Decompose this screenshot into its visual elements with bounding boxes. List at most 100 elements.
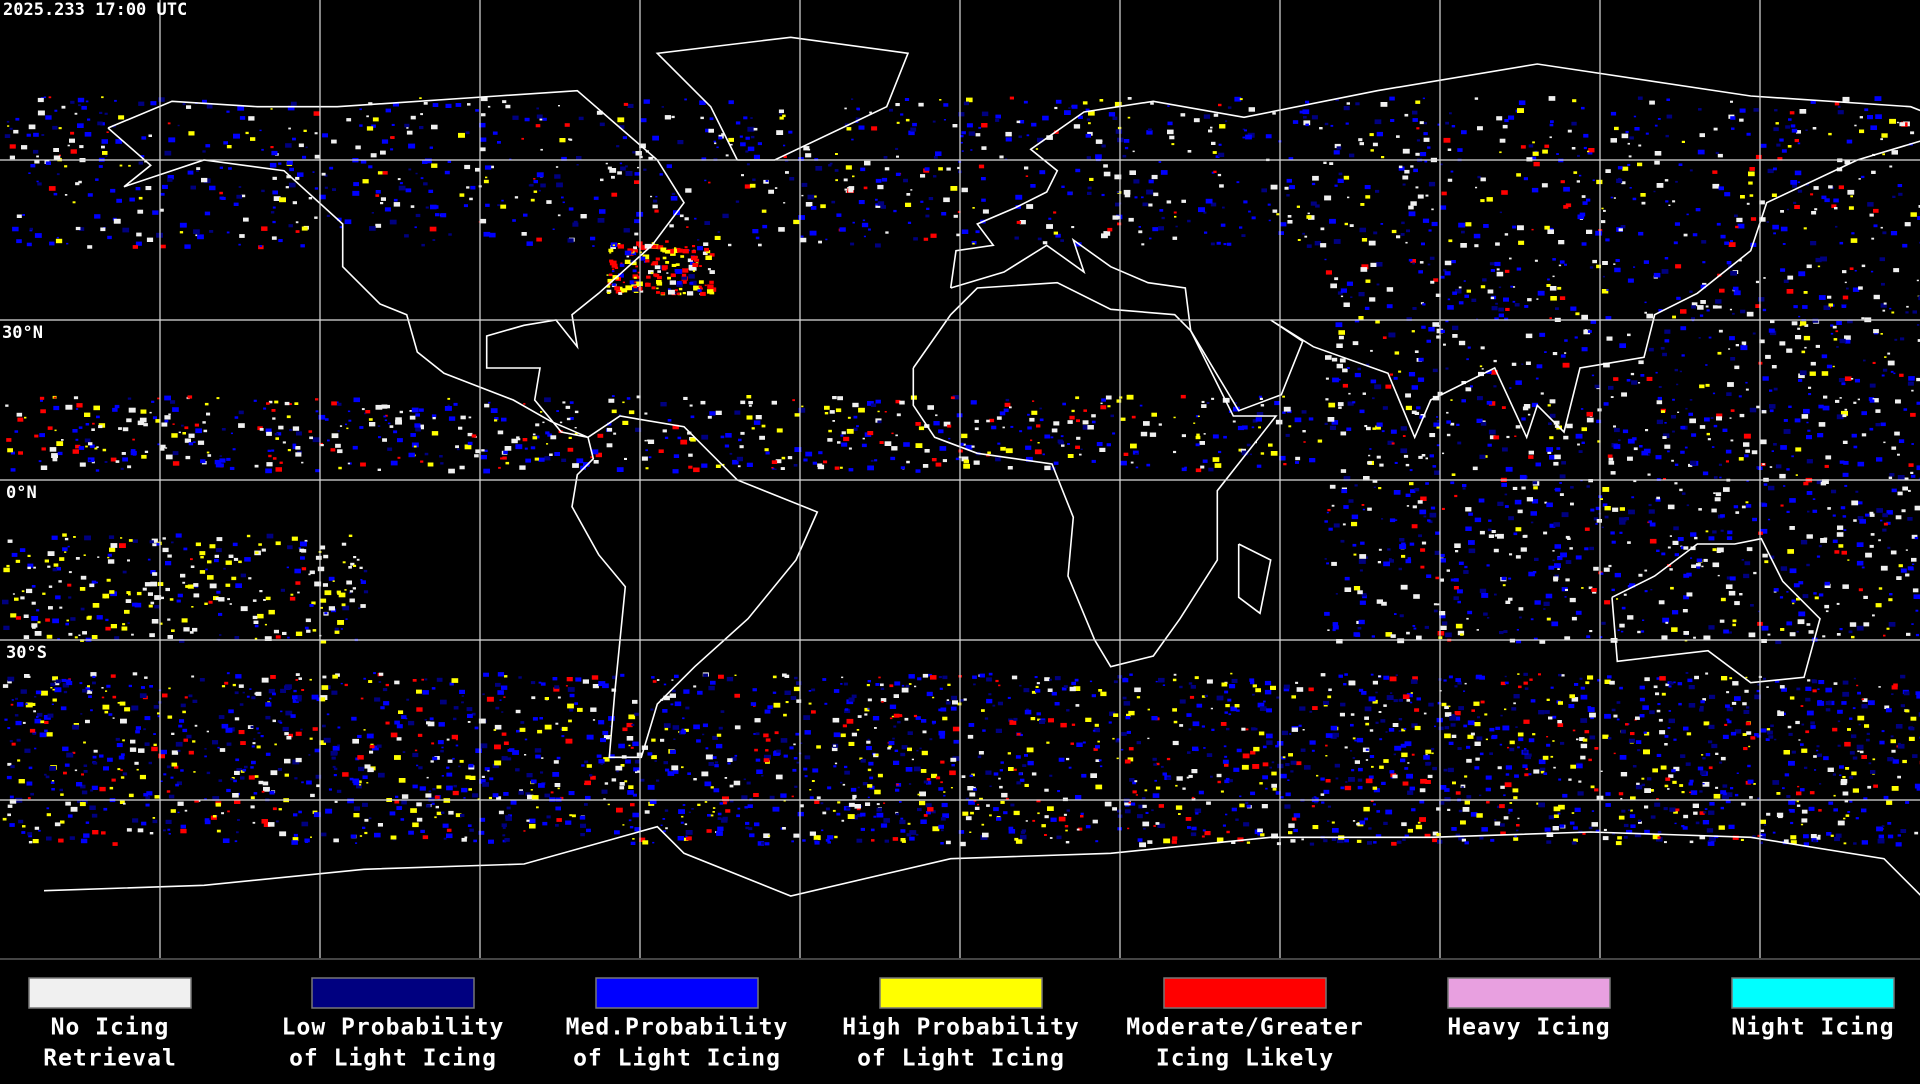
icing-pixel (76, 782, 82, 786)
icing-pixel (10, 740, 13, 742)
icing-pixel (1449, 716, 1456, 721)
icing-pixel (1143, 203, 1148, 207)
icing-pixel (936, 463, 942, 467)
icing-pixel (491, 408, 498, 413)
icing-pixel (1678, 703, 1682, 706)
icing-pixel (837, 441, 841, 444)
icing-pixel (461, 416, 466, 420)
icing-pixel (1324, 612, 1330, 616)
icing-pixel (191, 186, 197, 190)
icing-pixel (1262, 804, 1268, 808)
icing-pixel (377, 745, 382, 748)
icing-pixel (690, 405, 693, 407)
icing-pixel (1124, 678, 1127, 680)
icing-pixel (1761, 830, 1764, 832)
icing-pixel (1739, 593, 1742, 595)
icing-pixel (1672, 399, 1675, 401)
icing-pixel (1074, 124, 1080, 128)
icing-pixel (1093, 730, 1095, 732)
icing-pixel (1479, 795, 1481, 797)
icing-pixel (645, 449, 648, 451)
icing-pixel (1037, 682, 1040, 684)
icing-pixel (289, 429, 292, 431)
icing-pixel (1449, 742, 1454, 745)
icing-pixel (1785, 125, 1790, 128)
icing-pixel (607, 443, 613, 447)
icing-pixel (1143, 828, 1146, 830)
icing-pixel (110, 787, 114, 790)
icing-pixel (1747, 133, 1751, 136)
icing-pixel (111, 674, 116, 677)
icing-pixel (151, 747, 158, 752)
icing-pixel (15, 118, 19, 121)
icing-pixel (1182, 468, 1187, 472)
icing-pixel (1053, 211, 1056, 213)
icing-pixel (17, 759, 20, 761)
icing-pixel (195, 725, 198, 727)
icing-pixel (272, 417, 275, 419)
icing-pixel (916, 469, 921, 473)
icing-pixel (141, 410, 147, 414)
icing-pixel (587, 764, 592, 768)
icing-pixel (867, 431, 873, 435)
icing-pixel (1891, 735, 1894, 737)
icing-pixel (611, 176, 615, 179)
icing-pixel (1780, 210, 1784, 213)
icing-pixel (592, 675, 598, 679)
icing-pixel (1611, 138, 1618, 143)
icing-pixel (1776, 144, 1780, 147)
icing-pixel (1373, 841, 1377, 844)
icing-pixel (1422, 454, 1426, 457)
icing-pixel (205, 212, 210, 216)
icing-pixel (1582, 347, 1588, 351)
icing-pixel (1151, 413, 1157, 417)
icing-pixel (1344, 839, 1349, 842)
icing-pixel (1336, 778, 1339, 780)
icing-pixel (1366, 759, 1368, 761)
icing-pixel (734, 694, 740, 698)
icing-pixel (671, 679, 673, 680)
icing-pixel (1046, 224, 1053, 229)
icing-pixel (1273, 788, 1277, 791)
icing-pixel (1024, 754, 1028, 757)
icing-pixel (1798, 379, 1802, 382)
icing-pixel (655, 760, 657, 762)
icing-pixel (1528, 773, 1531, 775)
icing-pixel (995, 457, 1001, 461)
icing-pixel (379, 681, 382, 683)
icing-pixel (1452, 782, 1456, 785)
icing-pixel (70, 132, 74, 135)
icing-pixel (1659, 719, 1663, 722)
icing-pixel (261, 226, 267, 231)
icing-pixel (123, 803, 126, 805)
icing-pixel (1383, 562, 1390, 567)
icing-pixel (1723, 784, 1728, 787)
icing-pixel (929, 197, 933, 200)
icing-pixel (1141, 196, 1144, 198)
icing-pixel (964, 460, 969, 464)
icing-pixel (250, 766, 253, 768)
icing-pixel (1204, 114, 1210, 118)
icing-pixel (390, 136, 394, 139)
icing-pixel (556, 183, 563, 188)
icing-pixel (431, 125, 438, 130)
icing-pixel (1492, 530, 1496, 533)
icing-pixel (922, 751, 928, 755)
icing-pixel (835, 467, 840, 470)
icing-pixel (782, 457, 786, 460)
icing-pixel (709, 411, 715, 415)
icing-pixel (1026, 175, 1028, 177)
icing-pixel (1774, 739, 1776, 741)
icing-pixel (773, 676, 777, 679)
icing-pixel (1127, 731, 1131, 734)
icing-pixel (1767, 221, 1769, 223)
icing-pixel (844, 108, 846, 110)
icing-pixel (1229, 713, 1232, 715)
icing-pixel (732, 757, 736, 760)
icing-pixel (431, 760, 434, 762)
icing-pixel (120, 769, 123, 771)
icing-pixel (1075, 169, 1080, 172)
icing-pixel (1854, 678, 1856, 680)
icing-pixel (1797, 805, 1800, 807)
icing-pixel (515, 444, 522, 449)
